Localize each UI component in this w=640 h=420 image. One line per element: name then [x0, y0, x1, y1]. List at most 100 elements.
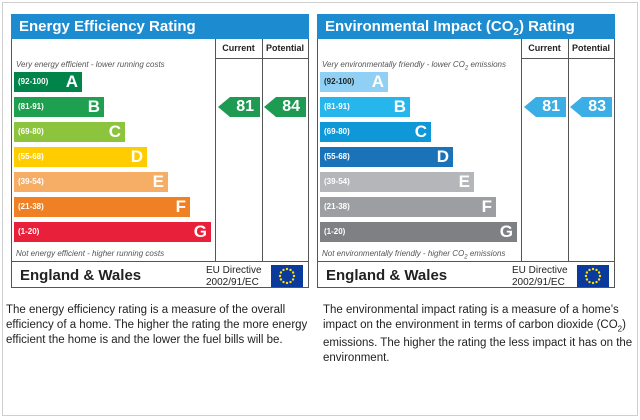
eu-star	[291, 278, 295, 281]
band-letter: D	[130, 147, 143, 166]
eu-star	[591, 281, 595, 285]
potential-rating-arrow: 84	[264, 97, 306, 117]
band-range-label: (1-20)	[18, 227, 40, 236]
band-a: (92-100) A	[320, 72, 388, 92]
band-d: (55-68) D	[320, 147, 453, 167]
eu-star	[282, 280, 285, 284]
description-subscript: 2	[617, 324, 623, 334]
note-bottom: Not environmentally friendly - higher CO…	[322, 249, 505, 261]
environmental-impact-panel: Environmental Impact (CO2) Rating Curren…	[317, 14, 615, 288]
footer-directive-line1: EU Directive	[512, 265, 568, 276]
band-letter: C	[414, 122, 427, 141]
note-bottom: Not energy efficient - higher running co…	[16, 249, 165, 258]
eu-star	[595, 268, 598, 272]
band-letter: G	[499, 222, 513, 241]
title-subscript: 2	[513, 27, 519, 38]
band-e: (39-54) E	[320, 172, 474, 192]
note-top: Very environmentally friendly - lower CO…	[322, 60, 506, 72]
eu-star	[279, 271, 283, 274]
band-range-label: (92-100)	[324, 77, 355, 86]
footer-region: England & Wales	[20, 267, 142, 284]
note-top: Very energy efficient - lower running co…	[16, 60, 165, 69]
current-rating-arrow: 81	[524, 97, 566, 117]
band-f: (21-38) F	[320, 197, 496, 217]
eu-star	[588, 268, 591, 272]
footer-region: England & Wales	[326, 267, 448, 284]
band-g: (1-20) G	[14, 222, 211, 242]
band-letter: F	[175, 197, 186, 216]
eu-star	[588, 280, 591, 284]
description-part: The environmental impact rating is a mea…	[323, 304, 619, 331]
eu-stars	[278, 267, 296, 285]
footer-directive: EU Directive 2002/91/EC	[206, 265, 262, 289]
note-subscript: 2	[464, 254, 468, 261]
energy-efficiency-title: Energy Efficiency Rating	[11, 14, 309, 39]
note-part: Not environmentally friendly - higher CO	[322, 249, 465, 258]
eu-star	[591, 267, 595, 271]
band-range-label: (81-91)	[324, 102, 350, 111]
eu-star	[292, 274, 296, 278]
header-divider	[521, 58, 614, 59]
band-e: (39-54) E	[14, 172, 168, 192]
eu-star	[597, 278, 601, 281]
band-letter: B	[87, 97, 100, 116]
band-letter: B	[393, 97, 406, 116]
description-part: ) emissions. The higher the rating the l…	[323, 319, 633, 365]
band-range-label: (21-38)	[18, 202, 44, 211]
band-range-label: (92-100)	[18, 77, 49, 86]
header-divider	[215, 58, 308, 59]
column-current-label: Current	[222, 43, 255, 53]
column-potential-label: Potential	[571, 43, 610, 53]
band-letter: F	[481, 197, 492, 216]
footer-directive-line2: 2002/91/EC	[206, 277, 259, 288]
column-divider	[521, 39, 522, 261]
band-b: (81-91) B	[14, 97, 104, 117]
eu-star	[278, 274, 282, 278]
eu-star	[289, 280, 292, 284]
column-divider	[568, 39, 569, 261]
band-range-label: (69-80)	[324, 127, 350, 136]
band-letter: E	[152, 172, 164, 191]
eu-flag-icon	[577, 265, 609, 287]
title-part: ) Rating	[518, 18, 575, 35]
band-c: (69-80) C	[14, 122, 125, 142]
eu-star	[595, 280, 598, 284]
note-subscript: 2	[464, 65, 469, 72]
environmental-impact-title: Environmental Impact (CO2) Rating	[317, 14, 615, 39]
band-b: (81-91) B	[320, 97, 410, 117]
eu-star	[598, 274, 602, 278]
eu-star	[289, 268, 292, 272]
band-letter: E	[458, 172, 470, 191]
eu-star	[282, 268, 285, 272]
column-potential-label: Potential	[265, 43, 304, 53]
title-part: Environmental Impact (CO	[325, 18, 514, 35]
band-letter: A	[371, 72, 384, 91]
band-a: (92-100) A	[14, 72, 82, 92]
column-divider	[262, 39, 263, 261]
eu-star	[285, 267, 289, 271]
eu-star	[584, 274, 588, 278]
note-part: emissions	[468, 60, 507, 69]
current-rating-arrow: 81	[218, 97, 260, 117]
potential-rating-arrow: 83	[570, 97, 612, 117]
band-letter: A	[65, 72, 78, 91]
band-letter: G	[193, 222, 207, 241]
note-part: emissions	[467, 249, 506, 258]
environmental-impact-description: The environmental impact rating is a mea…	[323, 303, 635, 366]
eu-flag-icon	[271, 265, 303, 287]
eu-stars	[584, 267, 602, 285]
energy-efficiency-chart: Current Potential Very energy efficient …	[11, 39, 309, 288]
footer-directive-line1: EU Directive	[206, 265, 262, 276]
energy-efficiency-description: The energy efficiency rating is a measur…	[6, 304, 308, 346]
eu-star	[585, 271, 589, 274]
footer-directive: EU Directive 2002/91/EC	[512, 265, 568, 289]
band-d: (55-68) D	[14, 147, 147, 167]
band-letter: D	[436, 147, 449, 166]
band-range-label: (21-38)	[324, 202, 350, 211]
footer-directive-line2: 2002/91/EC	[512, 277, 565, 288]
band-range-label: (69-80)	[18, 127, 44, 136]
band-range-label: (39-54)	[324, 177, 350, 186]
band-range-label: (39-54)	[18, 177, 44, 186]
note-part: Very environmentally friendly - lower CO	[322, 60, 465, 69]
band-letter: C	[108, 122, 121, 141]
